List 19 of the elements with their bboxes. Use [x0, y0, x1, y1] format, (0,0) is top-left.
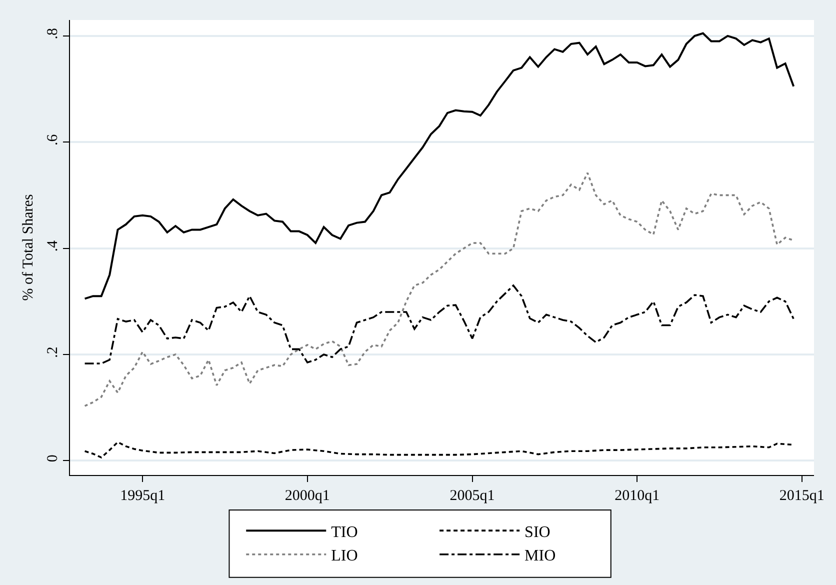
- y-tick-label: .6: [45, 134, 61, 146]
- legend-label: TIO: [331, 524, 358, 541]
- y-tick-label: .8: [45, 28, 61, 40]
- legend-label: SIO: [524, 524, 550, 541]
- line-series: [84, 441, 794, 458]
- y-tick-label: .2: [45, 346, 61, 358]
- line-series: [84, 172, 794, 407]
- x-tick-label: 2000q1: [284, 488, 330, 504]
- x-tick-label: 2005q1: [450, 488, 495, 504]
- y-axis-title: % of Total Shares: [20, 194, 36, 301]
- x-tick-label: 2010q1: [614, 488, 660, 504]
- y-tick-label: 0: [45, 454, 61, 462]
- legend-label: LIO: [331, 548, 358, 565]
- x-tick-label: 2015q1: [779, 488, 824, 504]
- line-series: [84, 32, 795, 300]
- line-series: [84, 284, 794, 364]
- y-tick-label: .4: [45, 240, 61, 252]
- x-tick-label: 1995q1: [120, 488, 166, 504]
- legend-label: MIO: [524, 548, 556, 565]
